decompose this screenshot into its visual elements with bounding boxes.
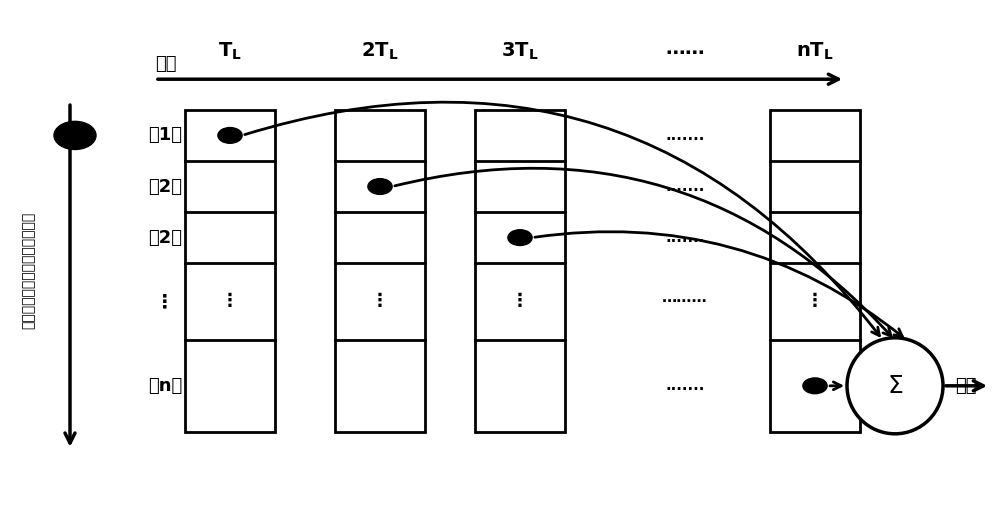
- Text: 第n行: 第n行: [148, 377, 182, 395]
- Text: $\Sigma$: $\Sigma$: [887, 374, 903, 398]
- Bar: [770, 110, 860, 432]
- Text: 第1行: 第1行: [148, 126, 182, 145]
- Text: 第2行: 第2行: [148, 177, 182, 196]
- Text: $\mathbf{T_L}$: $\mathbf{T_L}$: [218, 40, 242, 62]
- Text: ⋮: ⋮: [371, 292, 389, 311]
- Text: .......: .......: [665, 128, 705, 143]
- Text: 第2行: 第2行: [148, 228, 182, 247]
- Ellipse shape: [54, 121, 96, 149]
- Bar: [185, 110, 275, 432]
- Text: $\mathbf{2T_L}$: $\mathbf{2T_L}$: [361, 40, 399, 62]
- Text: ⋮: ⋮: [806, 292, 824, 311]
- Ellipse shape: [508, 230, 532, 245]
- Text: .......: .......: [665, 179, 705, 194]
- Ellipse shape: [803, 378, 827, 393]
- Text: 输出: 输出: [955, 377, 976, 395]
- Ellipse shape: [847, 338, 943, 434]
- Text: 被拍摄物体相对传感器移动方向: 被拍摄物体相对传感器移动方向: [21, 212, 35, 330]
- Text: ⋮: ⋮: [511, 292, 529, 311]
- Text: .......: .......: [665, 230, 705, 245]
- Bar: [335, 110, 425, 432]
- Text: .......: .......: [665, 378, 705, 393]
- Bar: [475, 110, 565, 432]
- Text: $\mathbf{nT_L}$: $\mathbf{nT_L}$: [796, 40, 834, 62]
- Text: 时间: 时间: [155, 55, 176, 73]
- Ellipse shape: [368, 179, 392, 194]
- Ellipse shape: [218, 128, 242, 143]
- Text: ⋮: ⋮: [155, 292, 175, 311]
- Text: ⋯⋯⋯: ⋯⋯⋯: [662, 294, 708, 309]
- Text: ⋮: ⋮: [221, 292, 239, 311]
- Text: $\mathbf{\cdots\cdots}$: $\mathbf{\cdots\cdots}$: [665, 41, 705, 61]
- Text: $\mathbf{3T_L}$: $\mathbf{3T_L}$: [501, 40, 539, 62]
